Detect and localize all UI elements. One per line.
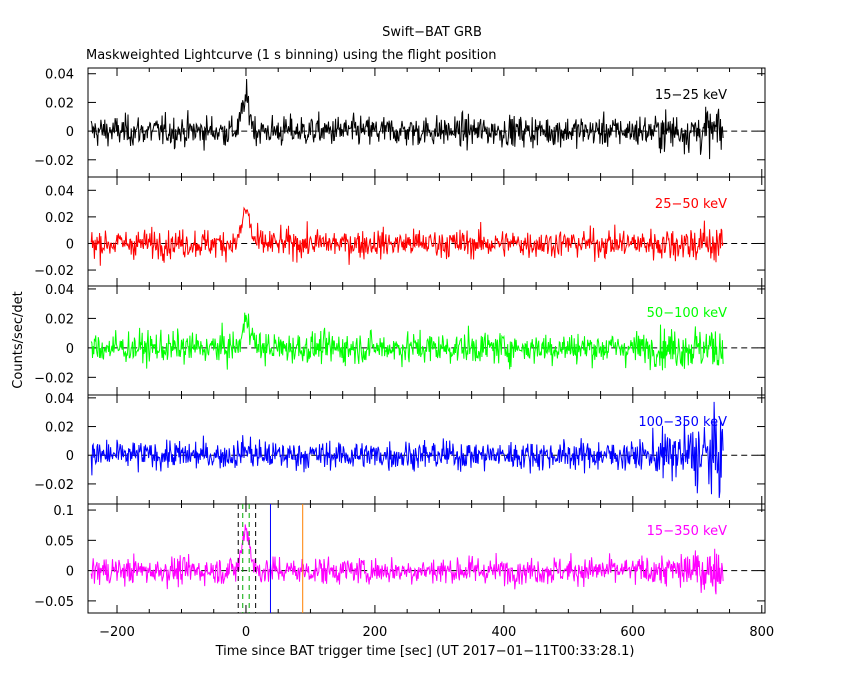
y-tick-label: 0.02 — [45, 421, 74, 436]
series-line — [90, 524, 724, 595]
band-label: 15−25 keV — [655, 88, 727, 103]
panel-1: −0.02 0 0.02 0.04 25−50 keV — [34, 176, 766, 287]
x-axis-label: Time since BAT trigger time [sec] (UT 20… — [215, 644, 635, 659]
panel-frame — [87, 176, 766, 287]
y-tick-label: 0.02 — [45, 312, 74, 327]
series-line — [90, 206, 724, 266]
x-tick-label: −200 — [99, 625, 135, 640]
y-tick-label: 0 — [66, 237, 74, 252]
y-tick-label: 0 — [66, 125, 74, 140]
y-tick-label: 0 — [66, 449, 74, 464]
y-tick-label: 0.04 — [45, 68, 74, 83]
y-tick-label: 0.04 — [45, 184, 74, 199]
y-tick-label: −0.05 — [34, 595, 74, 610]
y-tick-label: 0.04 — [45, 392, 74, 407]
band-label: 100−350 keV — [638, 415, 727, 430]
x-tick-label: 0 — [242, 625, 250, 640]
y-tick-label: −0.02 — [34, 154, 74, 169]
panels: −0.02 0 0.02 0.04 15−25 keV −0.02 0 0.02 0.04 25−… — [34, 67, 774, 640]
series-line — [90, 401, 724, 498]
band-label: 15−350 keV — [647, 524, 727, 539]
y-tick-label: 0.05 — [45, 534, 74, 549]
y-tick-label: 0.04 — [45, 283, 74, 298]
x-tick-label: 400 — [491, 625, 516, 640]
series-line — [90, 78, 724, 160]
y-tick-label: −0.02 — [34, 371, 74, 386]
y-tick-label: −0.02 — [34, 264, 74, 279]
panel-4: −0.05 0 0.05 0.1 15−350 keV — [34, 503, 766, 614]
y-axis-label: Counts/sec/det — [11, 291, 26, 388]
x-tick-label: 800 — [749, 625, 774, 640]
panel-2: −0.02 0 0.02 0.04 50−100 keV — [34, 283, 766, 396]
band-label: 25−50 keV — [655, 197, 727, 212]
x-tick-label: 600 — [620, 625, 645, 640]
y-tick-label: 0 — [66, 342, 74, 357]
y-tick-label: 0.02 — [45, 211, 74, 226]
panel-frame — [87, 503, 766, 614]
y-tick-label: 0.1 — [53, 504, 74, 519]
band-label: 50−100 keV — [647, 306, 727, 321]
chart-title: Swift−BAT GRB — [382, 25, 482, 40]
y-tick-label: 0.02 — [45, 96, 74, 111]
series-line — [90, 312, 724, 371]
y-tick-label: −0.02 — [34, 478, 74, 493]
panel-3: −0.02 0 0.02 0.04 100−350 keV — [34, 392, 766, 505]
chart-subtitle: Maskweighted Lightcurve (1 s binning) us… — [86, 48, 496, 63]
y-tick-label: 0 — [66, 565, 74, 580]
x-tick-label: 200 — [363, 625, 388, 640]
panel-0: −0.02 0 0.02 0.04 15−25 keV — [34, 67, 766, 178]
